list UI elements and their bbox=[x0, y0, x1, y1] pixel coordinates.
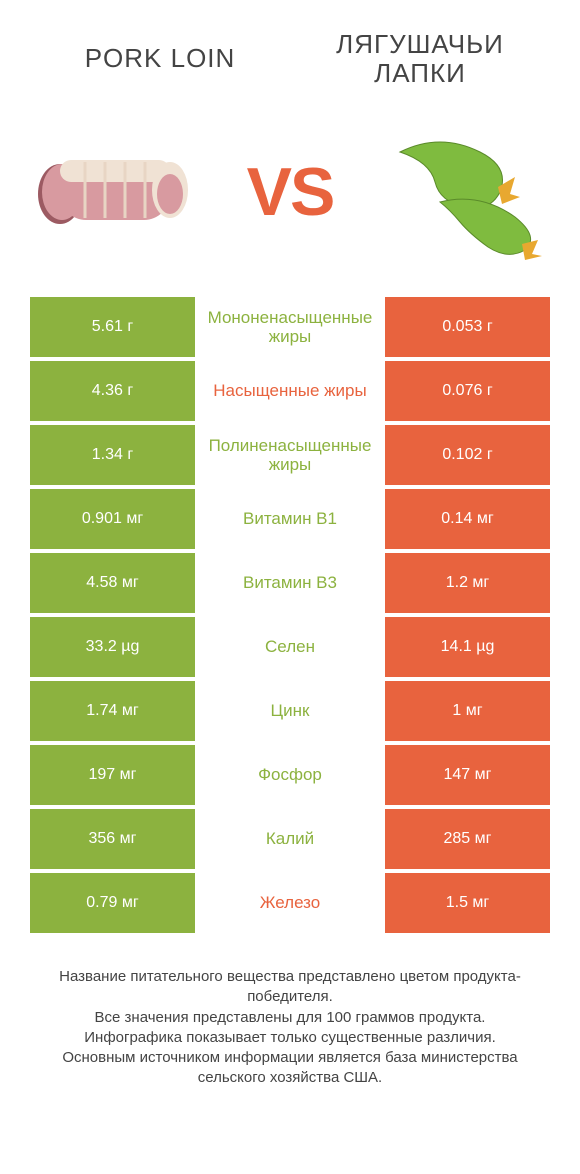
left-value: 1.74 мг bbox=[30, 681, 195, 741]
title-right: ЛЯГУШАЧЬИ ЛАПКИ bbox=[290, 30, 550, 87]
table-row: 0.79 мгЖелезо1.5 мг bbox=[30, 873, 550, 933]
footer-notes: Название питательного вещества представл… bbox=[0, 937, 580, 1089]
footer-line: Инфографика показывает только существенн… bbox=[30, 1028, 550, 1048]
nutrient-label: Полиненасыщенные жиры bbox=[195, 425, 385, 485]
nutrient-label: Витамин B1 bbox=[195, 489, 385, 549]
right-value: 1.2 мг bbox=[385, 553, 550, 613]
left-value: 5.61 г bbox=[30, 297, 195, 357]
right-value: 0.102 г bbox=[385, 425, 550, 485]
title-left: PORK LOIN bbox=[30, 43, 290, 74]
table-row: 356 мгКалий285 мг bbox=[30, 809, 550, 869]
right-value: 0.076 г bbox=[385, 361, 550, 421]
table-row: 1.34 гПолиненасыщенные жиры0.102 г bbox=[30, 425, 550, 485]
hero-row: VS bbox=[0, 97, 580, 297]
left-value: 4.58 мг bbox=[30, 553, 195, 613]
table-row: 197 мгФосфор147 мг bbox=[30, 745, 550, 805]
comparison-table: 5.61 гМононенасыщенные жиры0.053 г4.36 г… bbox=[0, 297, 580, 933]
left-value: 0.79 мг bbox=[30, 873, 195, 933]
left-value: 4.36 г bbox=[30, 361, 195, 421]
right-value: 1.5 мг bbox=[385, 873, 550, 933]
nutrient-label: Фосфор bbox=[195, 745, 385, 805]
header: PORK LOIN ЛЯГУШАЧЬИ ЛАПКИ bbox=[0, 0, 580, 97]
nutrient-label: Насыщенные жиры bbox=[195, 361, 385, 421]
table-row: 5.61 гМононенасыщенные жиры0.053 г bbox=[30, 297, 550, 357]
nutrient-label: Цинк bbox=[195, 681, 385, 741]
nutrient-label: Железо bbox=[195, 873, 385, 933]
nutrient-label: Селен bbox=[195, 617, 385, 677]
left-value: 0.901 мг bbox=[30, 489, 195, 549]
table-row: 33.2 µgСелен14.1 µg bbox=[30, 617, 550, 677]
left-value: 356 мг bbox=[30, 809, 195, 869]
footer-line: Название питательного вещества представл… bbox=[30, 967, 550, 1008]
table-row: 4.36 гНасыщенные жиры0.076 г bbox=[30, 361, 550, 421]
table-row: 0.901 мгВитамин B10.14 мг bbox=[30, 489, 550, 549]
right-value: 1 мг bbox=[385, 681, 550, 741]
right-value: 14.1 µg bbox=[385, 617, 550, 677]
left-value: 197 мг bbox=[30, 745, 195, 805]
table-row: 1.74 мгЦинк1 мг bbox=[30, 681, 550, 741]
right-value: 0.053 г bbox=[385, 297, 550, 357]
left-value: 33.2 µg bbox=[30, 617, 195, 677]
footer-line: Все значения представлены для 100 граммо… bbox=[30, 1008, 550, 1028]
frog-legs-icon bbox=[380, 122, 550, 262]
vs-label: VS bbox=[247, 153, 334, 231]
right-value: 147 мг bbox=[385, 745, 550, 805]
right-value: 285 мг bbox=[385, 809, 550, 869]
pork-loin-icon bbox=[30, 122, 200, 262]
left-value: 1.34 г bbox=[30, 425, 195, 485]
footer-line: Основным источником информации является … bbox=[30, 1048, 550, 1089]
right-value: 0.14 мг bbox=[385, 489, 550, 549]
nutrient-label: Калий bbox=[195, 809, 385, 869]
table-row: 4.58 мгВитамин B31.2 мг bbox=[30, 553, 550, 613]
nutrient-label: Витамин B3 bbox=[195, 553, 385, 613]
nutrient-label: Мононенасыщенные жиры bbox=[195, 297, 385, 357]
